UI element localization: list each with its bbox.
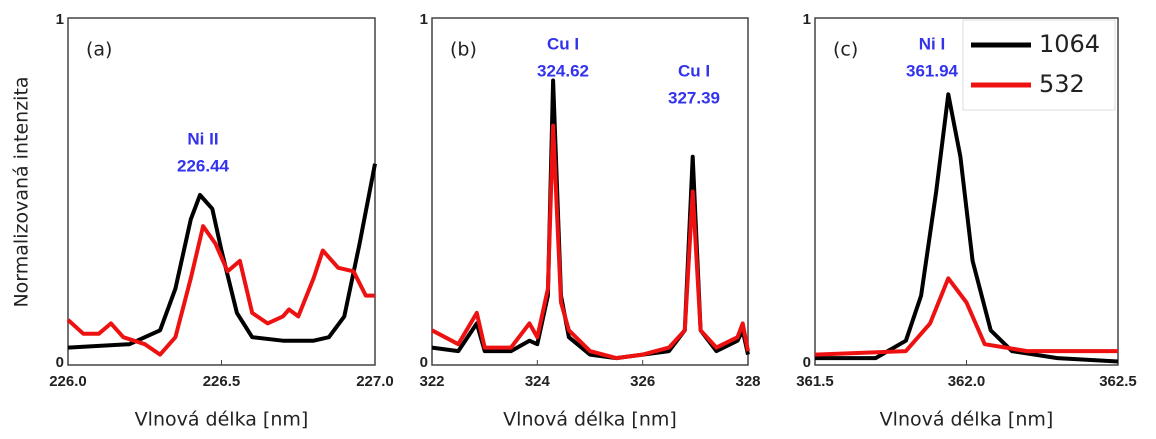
peak-annotation: Ni I — [919, 34, 945, 53]
x-tick-label: 362.5 — [1099, 373, 1137, 390]
series-line — [66, 224, 375, 357]
x-tick-label: 326 — [630, 373, 655, 390]
peak-annotation: 324.62 — [537, 61, 589, 80]
panel-label: (a) — [86, 39, 112, 61]
panel-label: (c) — [833, 39, 858, 61]
x-tick-label: 226.5 — [203, 373, 241, 390]
x-axis-label: Vlnová délka [nm] — [135, 409, 309, 431]
y-tick-label: 1 — [56, 11, 64, 28]
x-axis-label: Vlnová délka [nm] — [880, 409, 1054, 431]
peak-annotation: 361.94 — [906, 61, 959, 80]
x-tick-label: 322 — [419, 373, 444, 390]
series-line — [814, 276, 1118, 357]
x-tick-label: 328 — [735, 373, 760, 390]
y-tick-label: 0 — [420, 354, 428, 371]
y-tick-label: 1 — [803, 11, 811, 28]
panel-label: (b) — [450, 39, 477, 61]
x-tick-label: 226.0 — [49, 373, 87, 390]
series-line — [67, 163, 377, 350]
y-axis-label: Normalizovaná intenzita — [11, 76, 33, 307]
x-tick-label: 361.5 — [796, 373, 834, 390]
peak-annotation: Ni II — [187, 129, 218, 148]
x-axis-label: Vlnová délka [nm] — [503, 409, 677, 431]
x-tick-label: 362.0 — [948, 373, 986, 390]
legend-box — [962, 19, 1116, 111]
plot-frame — [67, 17, 376, 366]
y-tick-label: 1 — [420, 11, 428, 28]
series-line — [815, 92, 1119, 364]
series-line — [431, 123, 750, 361]
plot-frame — [431, 17, 749, 366]
legend-label: 1064 — [1039, 30, 1100, 58]
peak-annotation: Cu I — [678, 61, 710, 80]
peak-annotation: Cu I — [547, 34, 579, 53]
legend-label: 532 — [1039, 70, 1085, 98]
peak-annotation: 327.39 — [668, 88, 720, 107]
x-tick-label: 227.0 — [356, 373, 394, 390]
y-tick-label: 0 — [803, 354, 811, 371]
y-tick-label: 0 — [56, 354, 64, 371]
peak-annotation: 226.44 — [177, 156, 230, 175]
x-tick-label: 324 — [525, 373, 551, 390]
